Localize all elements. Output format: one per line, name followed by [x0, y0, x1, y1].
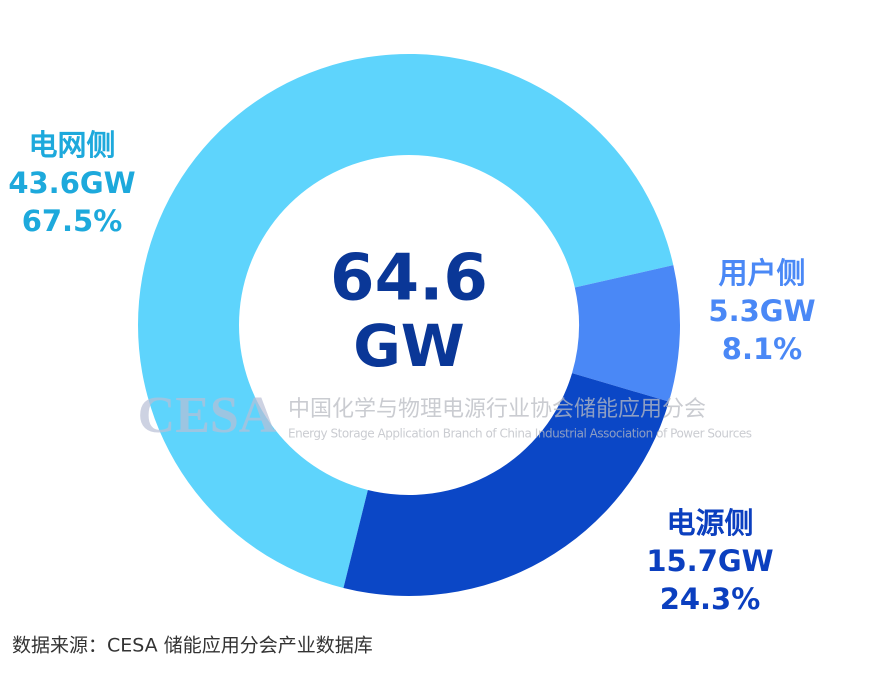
watermark-name: 中国化学与物理电源行业协会储能应用分会 — [288, 397, 706, 422]
donut-segment — [138, 54, 674, 588]
segment-name: 电网侧 — [28, 128, 115, 162]
source-note: 数据来源：CESA 储能应用分会产业数据库 — [12, 635, 373, 657]
total-unit: GW — [353, 312, 465, 380]
segment-percent: 8.1% — [722, 332, 802, 366]
segment-name: 用户侧 — [718, 256, 805, 290]
segment-name: 电源侧 — [666, 506, 753, 540]
donut-segment — [343, 373, 669, 596]
watermark-logo: CESA — [138, 387, 277, 444]
total-value: 64.6 — [330, 242, 488, 316]
segment-percent: 24.3% — [660, 582, 761, 616]
donut — [138, 54, 681, 596]
segment-capacity: 15.7GW — [646, 544, 773, 578]
donut-segment — [572, 265, 681, 402]
segment-capacity: 43.6GW — [8, 166, 135, 200]
segment-percent: 67.5% — [22, 204, 123, 238]
watermark-name-en: Energy Storage Application Branch of Chi… — [288, 427, 752, 441]
segment-capacity: 5.3GW — [708, 294, 815, 328]
